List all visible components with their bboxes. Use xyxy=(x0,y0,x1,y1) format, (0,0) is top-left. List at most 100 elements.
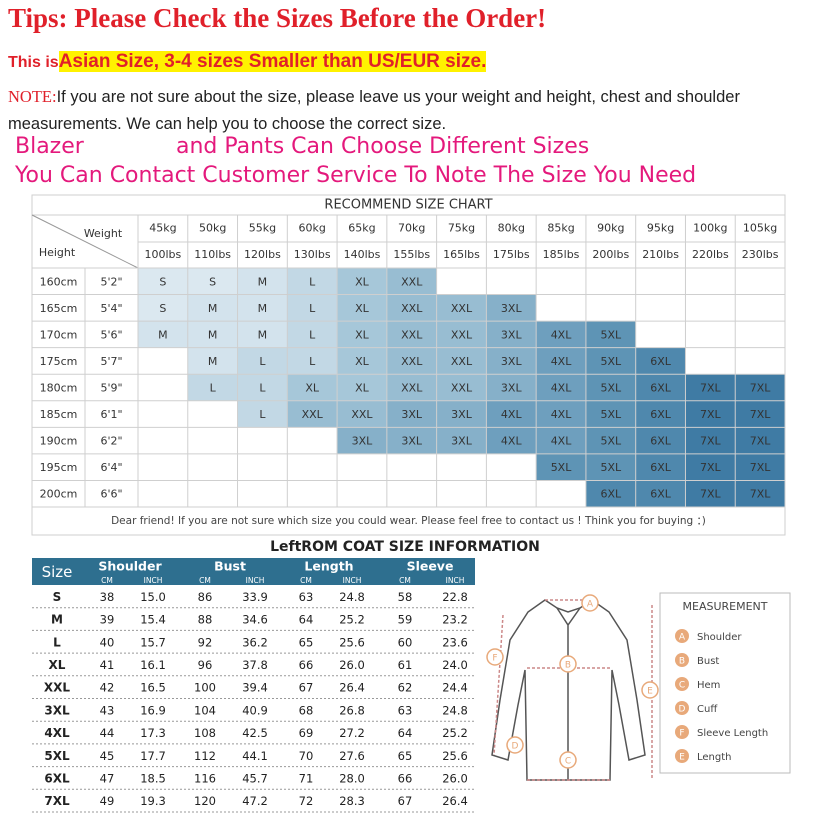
weight-lbs: 130lbs xyxy=(294,248,331,261)
size-cell-label: XXL xyxy=(451,328,473,341)
legend-label: Bust xyxy=(697,656,719,667)
size-cell-label: M xyxy=(158,328,168,341)
asian-highlight: Asian Size, 3-4 sizes Smaller than US/EU… xyxy=(58,51,487,72)
legend-badge xyxy=(675,701,689,715)
coat-value: 39 xyxy=(100,613,115,627)
size-cell-label: M xyxy=(258,275,268,288)
size-cell xyxy=(386,268,437,295)
coat-value: 37.8 xyxy=(242,658,268,672)
size-cell xyxy=(486,321,537,348)
coat-value: 15.4 xyxy=(140,613,166,627)
weight-kg: 65kg xyxy=(348,222,375,235)
size-cell-label: M xyxy=(208,355,218,368)
size-cell xyxy=(735,453,785,481)
coat-value: 65 xyxy=(299,635,314,649)
coat-value: 16.1 xyxy=(140,658,166,672)
size-cell-label: 3XL xyxy=(501,382,523,395)
coat-value: 25.6 xyxy=(339,635,365,649)
height-label: Height xyxy=(39,246,76,259)
size-cell-label: L xyxy=(259,355,266,368)
coat-value: 25.2 xyxy=(442,726,468,740)
coat-value: 63 xyxy=(398,703,413,717)
size-cell xyxy=(138,321,188,348)
shirt-badge xyxy=(506,736,524,754)
shirt-letter: E xyxy=(647,687,653,697)
size-cell xyxy=(138,268,188,295)
size-cell-label: 6XL xyxy=(650,435,672,448)
size-cell xyxy=(237,400,288,428)
size-cell xyxy=(237,294,288,322)
size-cell xyxy=(585,321,636,348)
coat-value: 44.1 xyxy=(242,749,268,763)
size-cell-label: L xyxy=(259,408,266,421)
size-cell xyxy=(287,400,338,428)
size-cell-label: XXL xyxy=(401,328,423,341)
coat-value: 45.7 xyxy=(242,771,268,785)
size-cell xyxy=(237,268,288,295)
coat-value: 17.3 xyxy=(140,726,166,740)
height-ft: 5'2" xyxy=(100,275,122,288)
size-cell-label: XL xyxy=(355,355,370,368)
legend-label: Hem xyxy=(697,680,720,691)
note-label: NOTE: xyxy=(8,87,57,106)
size-cell-label: M xyxy=(208,302,218,315)
column-header: Bust xyxy=(214,559,246,574)
contact-text: You Can Contact Customer Service To Note… xyxy=(15,163,697,188)
size-cell xyxy=(386,374,437,401)
shirt-letter: D xyxy=(512,742,519,752)
size-cell xyxy=(337,321,387,348)
coat-value: 120 xyxy=(194,794,216,808)
coat-value: 24.4 xyxy=(442,681,468,695)
size-cell xyxy=(337,347,387,375)
coat-value: 62 xyxy=(398,681,413,695)
size-cell-label: 7XL xyxy=(750,435,772,448)
coat-value: 64 xyxy=(299,613,314,627)
size-cell xyxy=(436,427,487,454)
size-cell xyxy=(486,347,537,375)
size-cell-label: 7XL xyxy=(750,461,772,474)
coat-value: 112 xyxy=(194,749,216,763)
chart-title: RECOMMEND SIZE CHART xyxy=(324,198,492,213)
size-cell-label: 3XL xyxy=(501,355,523,368)
size-cell xyxy=(735,400,785,428)
coat-value: 40.9 xyxy=(242,703,268,717)
size-cell xyxy=(337,400,387,428)
size-cell xyxy=(237,374,288,401)
height-ft: 5'7" xyxy=(100,355,122,368)
coat-value: 108 xyxy=(194,726,216,740)
legend-letter: A xyxy=(679,633,686,643)
coat-value: 63 xyxy=(299,590,314,604)
height-cm: 190cm xyxy=(40,435,78,448)
size-cell xyxy=(536,374,586,401)
shirt-badge xyxy=(641,681,659,699)
size-cell xyxy=(635,427,686,454)
coat-value: 24.8 xyxy=(339,590,365,604)
coat-value: 71 xyxy=(299,771,314,785)
coat-value: 16.5 xyxy=(140,681,166,695)
size-cell-label: 6XL xyxy=(650,408,672,421)
coat-value: 26.0 xyxy=(339,658,365,672)
coat-value: 67 xyxy=(398,794,413,808)
weight-lbs: 120lbs xyxy=(244,248,281,261)
size-cell-label: L xyxy=(309,355,316,368)
size-cell-label: 7XL xyxy=(750,408,772,421)
coat-value: 17.7 xyxy=(140,749,166,763)
coat-size: L xyxy=(53,635,61,649)
size-cell-label: 5XL xyxy=(551,461,573,474)
size-cell-label: XL xyxy=(355,382,370,395)
coat-size: 6XL xyxy=(44,771,70,785)
coat-value: 60 xyxy=(398,635,413,649)
legend-badge xyxy=(675,653,689,667)
size-cell-label: XL xyxy=(305,382,320,395)
height-cm: 195cm xyxy=(40,461,78,474)
size-cell xyxy=(287,268,338,295)
legend-letter: D xyxy=(679,705,686,715)
coat-value: 26.8 xyxy=(339,703,365,717)
size-cell-label: 3XL xyxy=(451,408,473,421)
coat-value: 65 xyxy=(398,749,413,763)
size-cell-label: XXL xyxy=(451,382,473,395)
size-cell xyxy=(685,400,736,428)
weight-lbs: 155lbs xyxy=(393,248,430,261)
pants-text: and Pants Can Choose Different Sizes xyxy=(176,134,590,159)
size-cell xyxy=(237,321,288,348)
